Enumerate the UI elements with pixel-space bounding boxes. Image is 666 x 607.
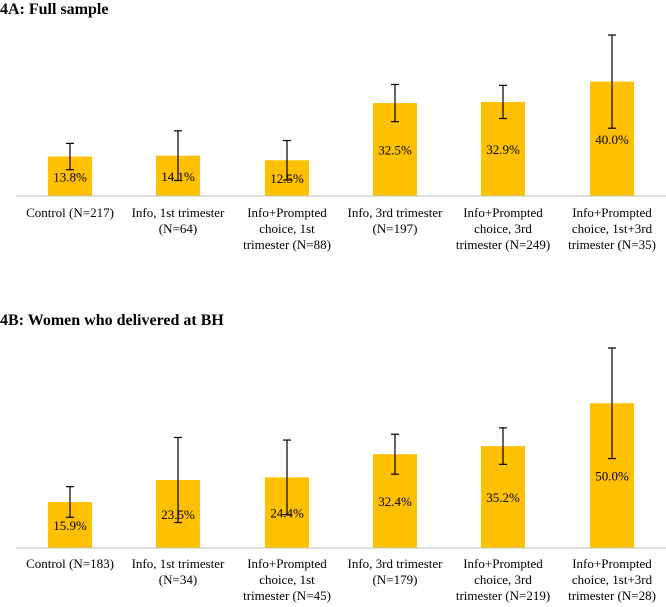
data-label: 40.0% [595,132,629,147]
category-label-line: trimester (N=35) [568,237,656,252]
data-label: 13.8% [53,169,87,184]
category-label-line: choice, 1st+3rd [572,221,653,236]
category-label: Info, 1st trimester (N=64) [132,205,225,236]
category-label: Info+Prompted choice, 3rd trimester (N=249… [456,205,550,252]
data-label: 50.0% [595,469,629,484]
category-label-line: Info+Prompted [572,556,652,571]
category-label-line: trimester (N=28) [568,588,656,603]
category-label: Info+Prompted choice, 1st+3rd trimester (N… [568,556,656,603]
panel-a-chart: 13.8% 14.1% 12.5% 32.5% 32.9% 40.0% Control (N… [16,34,666,252]
data-label: 32.9% [486,142,520,157]
data-label: 24.4% [270,506,304,521]
category-label-line: choice, 3rd [474,221,532,236]
category-label-line: trimester (N=219) [456,588,550,603]
panel-b-title: 4B: Women who delivered at BH [0,312,224,329]
category-label-line: choice, 3rd [474,572,532,587]
data-label: 32.4% [378,494,412,509]
category-label-line: Control (N=183) [26,556,114,571]
data-label: 12.5% [270,171,304,186]
category-label-line: (N=64) [159,221,197,236]
category-label-line: Info, 1st trimester [132,556,225,571]
panel-a-title: 4A: Full sample [0,1,108,18]
category-label: Info, 3rd trimester (N=197) [348,205,444,236]
data-label: 23.5% [161,507,195,522]
category-label-line: Info, 3rd trimester [348,556,444,571]
category-label: Info, 1st trimester (N=34) [132,556,225,587]
category-label: Info+Prompted choice, 1st trimester (N=88) [243,205,331,252]
panel-b-chart: 15.9% 23.5% 24.4% 32.4% 35.2% 50.0% Control (N… [16,347,666,603]
category-label-line: trimester (N=88) [243,237,331,252]
category-label-line: Info+Prompted [463,205,543,220]
data-label: 15.9% [53,518,87,533]
category-label-line: Info+Prompted [247,556,327,571]
category-label-line: Control (N=217) [26,205,114,220]
category-label-line: Info+Prompted [463,556,543,571]
category-label: Info+Prompted choice, 1st trimester (N=45) [243,556,331,603]
category-label-line: (N=197) [373,221,418,236]
category-label-line: (N=179) [373,572,418,587]
category-label: Info, 3rd trimester (N=179) [348,556,444,587]
data-label: 35.2% [486,490,520,505]
category-label: Info+Prompted choice, 3rd trimester (N=219… [456,556,550,603]
category-label: Control (N=217) [26,205,114,220]
data-label: 14.1% [161,169,195,184]
category-label: Info+Prompted choice, 1st+3rd trimester (N… [568,205,656,252]
category-label-line: (N=34) [159,572,197,587]
category-label-line: choice, 1st [259,572,315,587]
category-label-line: Info, 1st trimester [132,205,225,220]
category-label-line: choice, 1st+3rd [572,572,653,587]
category-label-line: Info+Prompted [247,205,327,220]
data-label: 32.5% [378,143,412,158]
category-label: Control (N=183) [26,556,114,571]
category-label-line: choice, 1st [259,221,315,236]
category-label-line: trimester (N=45) [243,588,331,603]
category-label-line: Info+Prompted [572,205,652,220]
category-label-line: trimester (N=249) [456,237,550,252]
category-label-line: Info, 3rd trimester [348,205,444,220]
